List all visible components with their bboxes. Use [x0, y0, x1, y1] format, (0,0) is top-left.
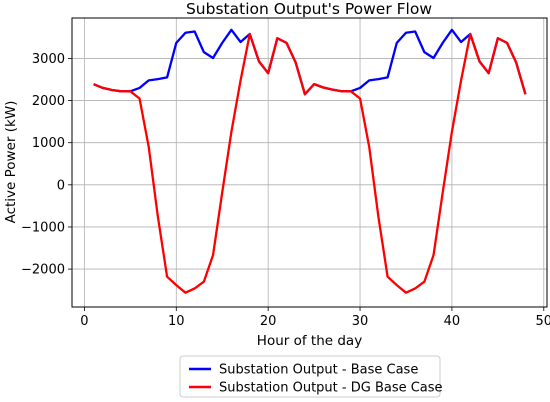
x-tick-label: 40 [444, 314, 461, 329]
series-lines [93, 28, 527, 294]
legend: Substation Output - Base Case Substation… [179, 355, 443, 398]
series-line-dg-base-case [93, 32, 527, 294]
y-tick-label: 2000 [32, 94, 65, 109]
legend-label-dg-base-case: Substation Output - DG Base Case [219, 381, 443, 396]
y-tick-label: −1000 [21, 220, 65, 235]
y-tick-label: −2000 [21, 263, 65, 278]
plot-frame [71, 17, 548, 308]
y-tick-label: 0 [57, 178, 65, 193]
x-tick-label: 30 [352, 314, 369, 329]
chart-title: Substation Output's Power Flow [186, 0, 432, 18]
y-axis-label: Active Power (kW) [3, 101, 19, 224]
legend-box [179, 355, 441, 398]
x-tick-label: 0 [80, 314, 88, 329]
x-tick-label: 20 [260, 314, 277, 329]
x-axis-label: Hour of the day [257, 333, 362, 349]
grid [72, 18, 547, 307]
legend-label-base-case: Substation Output - Base Case [219, 363, 418, 378]
axis-ticks: 0 10 20 30 40 50 −2000 −1000 0 1000 2000 3000 [21, 52, 550, 329]
y-tick-label: 3000 [32, 52, 65, 67]
y-tick-label: 1000 [32, 136, 65, 151]
x-tick-label: 50 [536, 314, 550, 329]
x-tick-label: 10 [168, 314, 185, 329]
